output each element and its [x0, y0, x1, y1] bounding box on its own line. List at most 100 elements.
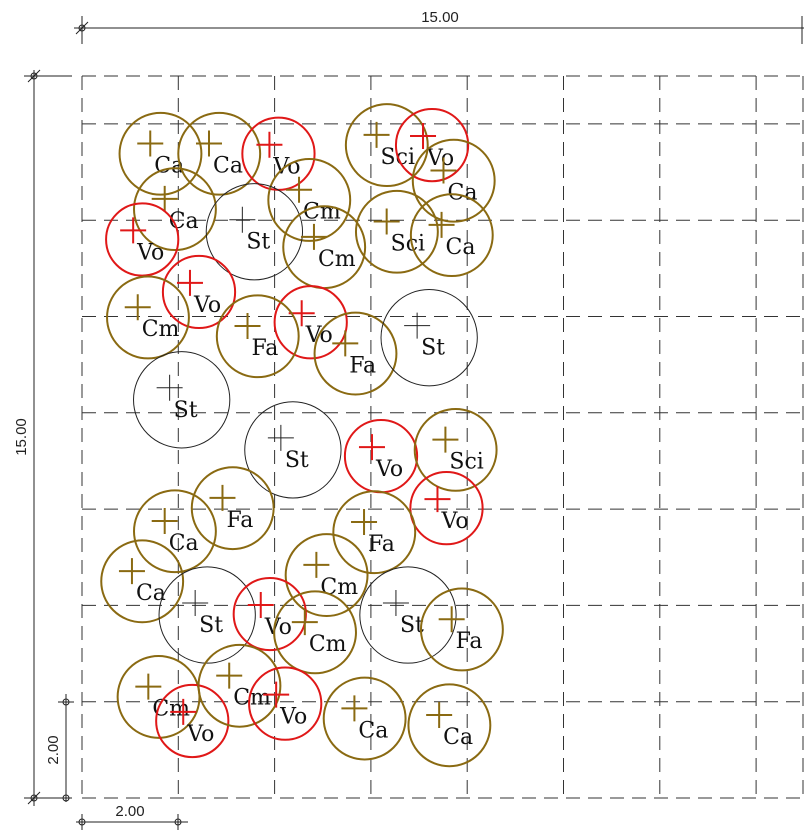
plant-center-cross-icon — [410, 123, 437, 150]
plant-cm: Cm — [273, 590, 357, 675]
plant-canopy-circle — [419, 587, 504, 672]
plant-center-cross-icon — [286, 176, 313, 203]
small-horizontal-dimension — [76, 814, 188, 830]
plant-st: St — [133, 351, 231, 449]
planting-grid — [81, 75, 804, 799]
plant-center-cross-icon — [151, 185, 178, 212]
plant-code-label: Ca — [443, 725, 473, 750]
plant-ca: Ca — [322, 676, 407, 761]
plant-center-cross-icon — [332, 330, 359, 357]
plant-canopy-circle — [100, 539, 185, 624]
plant-center-cross-icon — [229, 206, 256, 233]
plant-code-label: Vo — [264, 615, 292, 640]
plant-code-label: Fa — [252, 336, 279, 361]
plant-center-cross-icon — [382, 589, 409, 616]
plant-fa: Fa — [190, 466, 275, 551]
plant-canopy-circle — [106, 275, 190, 360]
plant-fa: Fa — [332, 490, 417, 575]
plant-canopy-circle — [344, 103, 429, 188]
plant-fa: Fa — [419, 587, 504, 672]
plant-cm: Cm — [106, 275, 190, 360]
plant-center-cross-icon — [176, 269, 203, 296]
plant-center-cross-icon — [137, 130, 164, 157]
plant-canopy-circle — [177, 111, 262, 196]
plant-code-label: Fa — [368, 532, 395, 557]
plant-vo: Vo — [394, 107, 470, 183]
plant-code-label: Vo — [375, 457, 403, 482]
small-vertical-dimension-label: 2.00 — [45, 735, 62, 764]
plant-ca: Ca — [411, 138, 496, 223]
plant-sci: Sci — [344, 103, 429, 188]
plant-code-label: Fa — [226, 508, 253, 533]
plant-canopy-circle — [190, 466, 275, 551]
plant-code-label: Ca — [169, 531, 199, 556]
plant-vo: Vo — [273, 285, 348, 360]
plant-code-label: Vo — [440, 509, 468, 534]
plant-center-cross-icon — [182, 589, 209, 616]
plant-center-cross-icon — [358, 434, 385, 461]
top-dimension — [74, 16, 804, 44]
plant-canopy-circle — [273, 285, 348, 360]
plant-st: St — [158, 566, 256, 664]
plant-center-cross-icon — [432, 426, 459, 453]
plant-ca: Ca — [177, 111, 262, 196]
plant-code-label: Vo — [426, 146, 454, 171]
plant-ca: Ca — [407, 683, 492, 768]
plant-center-cross-icon — [267, 424, 294, 451]
plant-center-cross-icon — [156, 374, 183, 401]
plant-code-label: Vo — [279, 705, 307, 730]
plant-code-label: Ca — [446, 235, 476, 260]
plant-canopy-circle — [244, 401, 342, 499]
plant-code-label: Sci — [449, 450, 483, 475]
plant-canopy-circle — [161, 254, 237, 330]
plant-canopy-circle — [332, 490, 417, 575]
plant-center-cross-icon — [170, 698, 197, 725]
plant-code-label: St — [174, 398, 198, 423]
plant-center-cross-icon — [120, 217, 147, 244]
plant-canopy-circle — [409, 471, 484, 546]
plant-center-cross-icon — [438, 606, 465, 633]
plant-code-label: St — [285, 448, 309, 473]
plant-code-label: Cm — [318, 247, 356, 272]
plant-canopy-circle — [322, 676, 407, 761]
plant-cm: Cm — [267, 158, 352, 242]
plant-sci: Sci — [354, 189, 439, 274]
small-horizontal-dimension-label: 2.00 — [115, 803, 144, 820]
plant-canopy-circle — [273, 590, 357, 675]
plant-center-cross-icon — [430, 157, 457, 184]
plant-cm: Cm — [197, 643, 282, 728]
plant-canopy-circle — [313, 311, 398, 396]
plant-st: St — [244, 401, 342, 499]
plant-code-label: St — [421, 336, 445, 361]
plant-code-label: Cm — [303, 200, 341, 225]
plant-canopy-circle — [118, 111, 203, 196]
plant-canopy-circle — [158, 566, 256, 664]
plant-center-cross-icon — [135, 673, 162, 700]
plant-vo: Vo — [343, 419, 419, 494]
plant-code-label: Vo — [136, 240, 164, 265]
plant-canopy-circle — [133, 167, 217, 252]
plant-canopy-circle — [205, 183, 304, 281]
plant-code-label: Ca — [136, 581, 166, 606]
plant-center-cross-icon — [234, 313, 261, 340]
plant-center-cross-icon — [216, 662, 243, 689]
plant-ca: Ca — [100, 539, 185, 624]
plant-canopy-circle — [407, 683, 492, 768]
plant-code-label: Fa — [456, 629, 483, 654]
plant-vo: Vo — [155, 683, 230, 759]
plant-center-cross-icon — [351, 508, 378, 535]
plant-st: St — [205, 183, 304, 281]
plant-cm: Cm — [282, 205, 367, 290]
plant-center-cross-icon — [341, 695, 368, 722]
plant-center-cross-icon — [404, 312, 431, 339]
plant-cm: Cm — [284, 533, 369, 617]
plant-canopy-circle — [359, 566, 457, 664]
plant-center-cross-icon — [363, 121, 390, 148]
plant-canopy-circle — [133, 351, 231, 449]
plant-center-cross-icon — [209, 484, 236, 511]
plant-code-label: St — [246, 230, 270, 255]
plant-canopy-circle — [155, 683, 230, 759]
plant-code-label: Ca — [447, 180, 477, 205]
